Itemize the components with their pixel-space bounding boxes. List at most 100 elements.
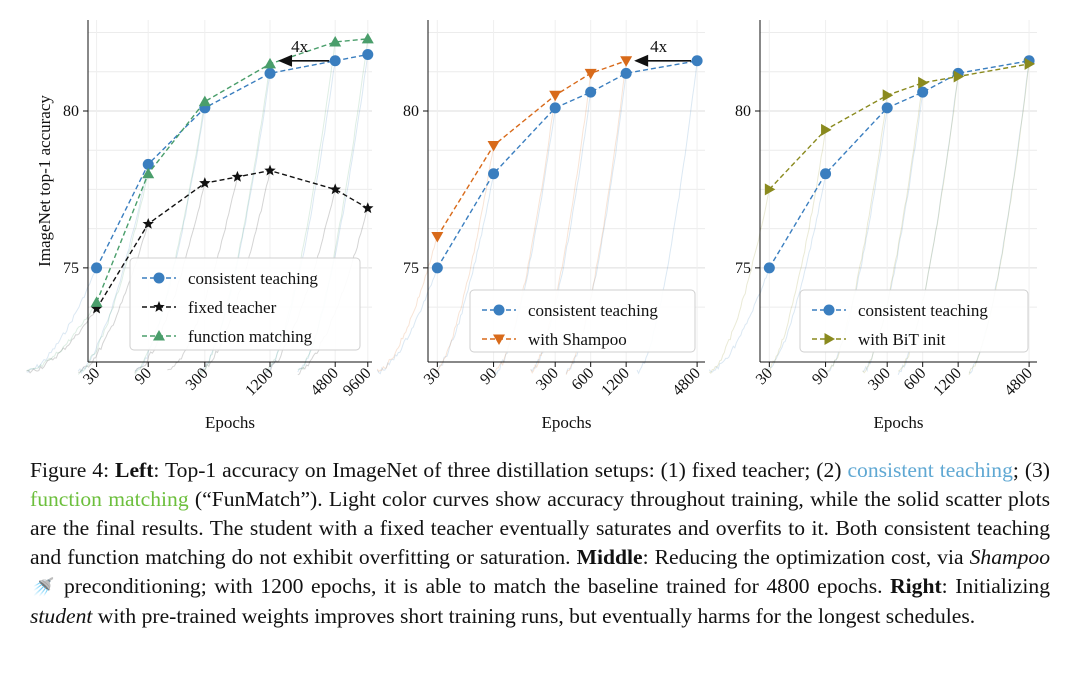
training-curve <box>26 308 98 374</box>
training-curve <box>897 71 959 375</box>
legend-label-with-bit-init: with BiT init <box>858 330 946 349</box>
series-line-consistent-teaching <box>768 60 1030 269</box>
training-curve <box>433 175 495 375</box>
training-curve <box>26 302 97 371</box>
legend-marker-with-bit-init <box>824 333 835 345</box>
training-curve <box>530 72 592 374</box>
training-curve <box>765 130 827 375</box>
shower-icon: 🚿 <box>32 577 55 597</box>
data-point-consistent-teaching <box>362 49 374 61</box>
training-curve <box>765 173 827 372</box>
middle-text-1: : Reducing the optimization cost, via <box>642 545 970 569</box>
y-tick-label: 80 <box>735 103 751 120</box>
legend-marker-consistent-teaching <box>493 304 505 316</box>
data-point-consistent-teaching <box>91 262 103 274</box>
data-point-function-matching <box>142 167 155 179</box>
legend-label-consistent-teaching: consistent teaching <box>858 301 988 320</box>
x-tick-label: 600 <box>901 365 930 394</box>
data-point-consistent-teaching <box>549 102 561 114</box>
legend-label-with-shampoo: with Shampoo <box>528 330 627 349</box>
function-matching-term: function matching <box>30 487 189 511</box>
y-tick-label: 80 <box>63 103 79 120</box>
left-label: Left <box>115 458 154 482</box>
student-term: student <box>30 604 93 628</box>
training-curve <box>494 108 556 376</box>
x-tick-label: 1200 <box>930 365 965 400</box>
y-tick-label: 75 <box>63 260 79 277</box>
data-point-fixed-teacher <box>362 202 374 214</box>
x-tick-label: 1200 <box>598 365 633 400</box>
data-point-with-bit-init <box>918 76 929 89</box>
legend-box <box>469 289 696 353</box>
x-tick-label: 90 <box>809 365 832 388</box>
data-point-with-bit-init <box>764 183 776 196</box>
x-tick-label: 1200 <box>242 365 277 400</box>
y-axis-label: ImageNet top-1 accuracy <box>35 95 54 267</box>
legend-marker-consistent-teaching <box>153 272 165 284</box>
figure-label: Figure 4: <box>30 458 110 482</box>
data-point-consistent-teaching <box>620 67 632 79</box>
legend-marker-consistent-teaching <box>823 304 835 316</box>
data-point-with-shampoo <box>620 56 633 67</box>
shampoo-term: Shampoo <box>969 545 1050 569</box>
annotation-arrowhead <box>634 54 649 67</box>
data-point-consistent-teaching <box>585 86 597 98</box>
series-line-function-matching <box>95 38 368 303</box>
legend-marker-function-matching <box>153 330 165 341</box>
training-curve <box>827 107 888 373</box>
right-text-1: : Initializing <box>941 574 1050 598</box>
training-curve <box>968 59 1030 374</box>
data-point-fixed-teacher <box>142 217 154 229</box>
left-text-3: (“FunMatch”). Light color curves show ac… <box>30 487 1051 569</box>
x-tick-label: 90 <box>132 365 155 388</box>
x-axis-label: Epochs <box>205 413 255 432</box>
data-point-with-bit-init <box>882 89 894 102</box>
x-tick-label: 300 <box>183 365 212 394</box>
data-point-consistent-teaching <box>820 168 832 180</box>
training-curve <box>530 92 592 372</box>
y-tick-label: 80 <box>403 103 419 120</box>
x-axis-label: Epochs <box>541 413 591 432</box>
training-curve <box>708 189 770 375</box>
x-tick-label: 30 <box>421 365 444 388</box>
data-point-function-matching <box>264 57 277 69</box>
right-label: Right <box>890 574 942 598</box>
data-point-consistent-teaching <box>431 262 443 274</box>
x-tick-label: 4800 <box>669 365 704 400</box>
x-tick-label: 300 <box>865 365 894 394</box>
x-tick-label: 4800 <box>1001 365 1036 400</box>
legend-label-consistent-teaching: consistent teaching <box>188 269 318 288</box>
data-point-fixed-teacher <box>264 164 276 176</box>
series-line-consistent-teaching <box>95 53 368 269</box>
data-point-with-shampoo <box>584 68 597 80</box>
x-tick-label: 9600 <box>340 365 375 400</box>
legend-label-function-matching: function matching <box>188 327 313 346</box>
data-point-consistent-teaching <box>488 168 500 180</box>
data-point-consistent-teaching <box>691 55 703 67</box>
data-point-consistent-teaching <box>264 67 276 79</box>
series-line-with-shampoo <box>436 60 627 237</box>
legend-box <box>799 289 1029 353</box>
training-curve <box>376 268 438 375</box>
x-tick-label: 30 <box>753 365 776 388</box>
legend-marker-with-shampoo <box>493 334 505 345</box>
y-tick-label: 75 <box>403 260 419 277</box>
data-point-function-matching <box>329 35 342 47</box>
training-curve <box>708 267 770 373</box>
annotation-label: 4x <box>291 37 309 56</box>
series-line-with-bit-init <box>768 63 1030 190</box>
left-text-1: : Top-1 accuracy on ImageNet of three di… <box>153 458 848 482</box>
data-point-consistent-teaching <box>142 158 154 170</box>
consistent-teaching-term: consistent teaching <box>847 458 1013 482</box>
data-point-consistent-teaching <box>917 86 929 98</box>
data-point-with-shampoo <box>549 90 562 102</box>
training-curve <box>433 145 495 375</box>
left-text-2: ; (3) <box>1012 458 1051 482</box>
data-point-with-shampoo <box>431 231 444 243</box>
figure-4-charts: 75 80 30 90 300 1200 4800 9600 Epochs ImageNet to… <box>26 20 1037 432</box>
middle-text-2: preconditioning; with 1200 epochs, it is… <box>56 574 891 598</box>
annotation-arrowhead <box>278 54 293 67</box>
legend-marker-fixed-teacher <box>153 301 165 312</box>
x-axis-label: Epochs <box>873 413 923 432</box>
